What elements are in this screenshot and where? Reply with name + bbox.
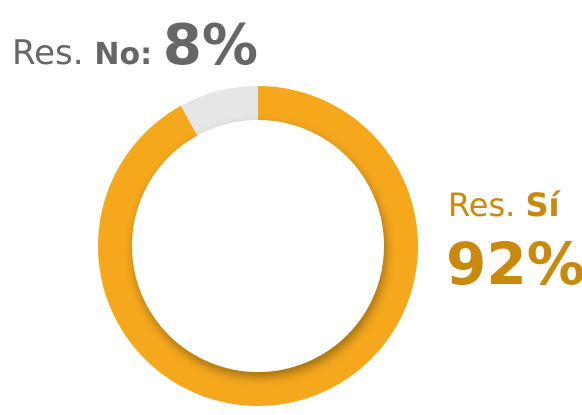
donut-hole (132, 120, 384, 372)
prefix: Res. (12, 33, 84, 73)
value-label: 8% (163, 13, 258, 78)
prefix: Res. (448, 186, 515, 224)
category: Sí (526, 186, 562, 224)
category: No: (94, 37, 152, 72)
value-label: 92% (446, 230, 582, 298)
si-label: Res. Sí (448, 186, 562, 224)
no-label: Res. No: 8% (12, 13, 258, 78)
